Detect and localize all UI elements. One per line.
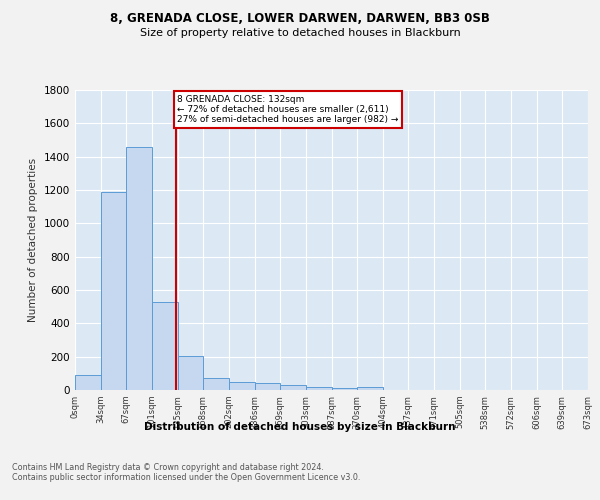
Bar xyxy=(178,356,203,390)
Bar xyxy=(332,388,357,390)
Bar xyxy=(306,387,332,390)
Text: Size of property relative to detached houses in Blackburn: Size of property relative to detached ho… xyxy=(140,28,460,38)
Bar xyxy=(75,375,101,390)
Bar xyxy=(203,378,229,390)
Bar xyxy=(152,302,178,390)
Text: 8 GRENADA CLOSE: 132sqm
← 72% of detached houses are smaller (2,611)
27% of semi: 8 GRENADA CLOSE: 132sqm ← 72% of detache… xyxy=(177,94,398,124)
Bar xyxy=(357,387,383,390)
Text: Contains HM Land Registry data © Crown copyright and database right 2024.
Contai: Contains HM Land Registry data © Crown c… xyxy=(12,462,361,482)
Y-axis label: Number of detached properties: Number of detached properties xyxy=(28,158,38,322)
Bar xyxy=(101,192,126,390)
Bar xyxy=(229,382,255,390)
Text: 8, GRENADA CLOSE, LOWER DARWEN, DARWEN, BB3 0SB: 8, GRENADA CLOSE, LOWER DARWEN, DARWEN, … xyxy=(110,12,490,26)
Bar xyxy=(126,146,152,390)
Bar xyxy=(255,384,280,390)
Bar xyxy=(280,386,306,390)
Text: Distribution of detached houses by size in Blackburn: Distribution of detached houses by size … xyxy=(144,422,456,432)
